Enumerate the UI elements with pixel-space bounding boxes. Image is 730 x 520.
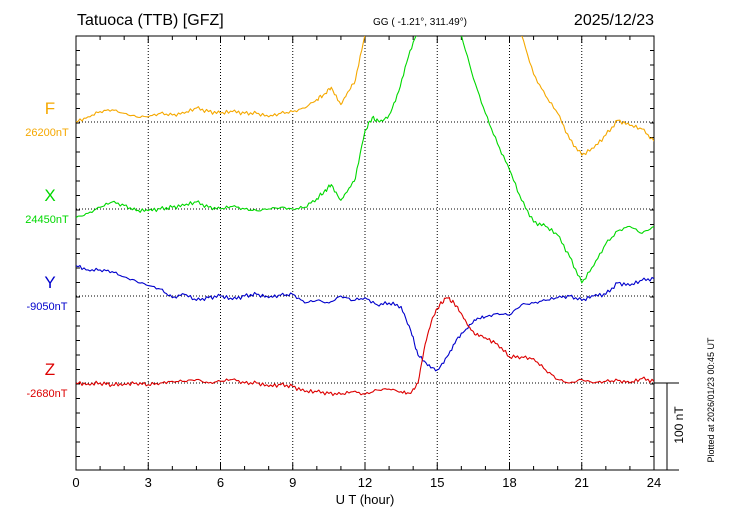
series-line-x	[76, 36, 654, 284]
scale-bar: 100 nT	[654, 382, 686, 471]
x-tick-label: 9	[289, 475, 296, 490]
plotted-timestamp: Plotted at 2026/01/23 00:45 UT	[706, 337, 716, 463]
x-axis-label: U T (hour)	[336, 492, 395, 507]
x-tick-label: 15	[430, 475, 444, 490]
x-tick-label: 12	[358, 475, 372, 490]
baseline-label-x: 24450nT	[25, 214, 69, 226]
component-labels: F 26200nT X 24450nT Y -9050nT Z -2680nT	[25, 99, 69, 400]
series-line-y	[76, 264, 654, 372]
x-tick-label: 24	[647, 475, 661, 490]
x-tick-label: 18	[502, 475, 516, 490]
grid	[76, 36, 654, 470]
series-layer	[76, 36, 654, 397]
scale-bar-label: 100 nT	[672, 406, 686, 444]
series-line-z	[76, 296, 654, 397]
x-tick-label: 21	[575, 475, 589, 490]
x-tick-label: 3	[145, 475, 152, 490]
x-tick-label: 0	[72, 475, 79, 490]
component-name-z: Z	[45, 360, 55, 379]
plot-date: 2025/12/23	[574, 12, 654, 29]
baseline-label-y: -9050nT	[27, 301, 68, 313]
x-tick-label: 6	[217, 475, 224, 490]
component-name-y: Y	[44, 273, 55, 292]
station-coordinates: GG ( -1.21°, 311.49°)	[373, 17, 467, 28]
component-name-x: X	[44, 186, 55, 205]
baseline-label-z: -2680nT	[27, 388, 68, 400]
baseline-label-f: 26200nT	[25, 127, 69, 139]
component-name-f: F	[45, 99, 55, 118]
series-line-f	[76, 36, 654, 156]
station-title: Tatuoca (TTB) [GFZ]	[77, 12, 224, 29]
x-axis: 0 3 6 9 12 15 18 21 24	[72, 36, 661, 490]
